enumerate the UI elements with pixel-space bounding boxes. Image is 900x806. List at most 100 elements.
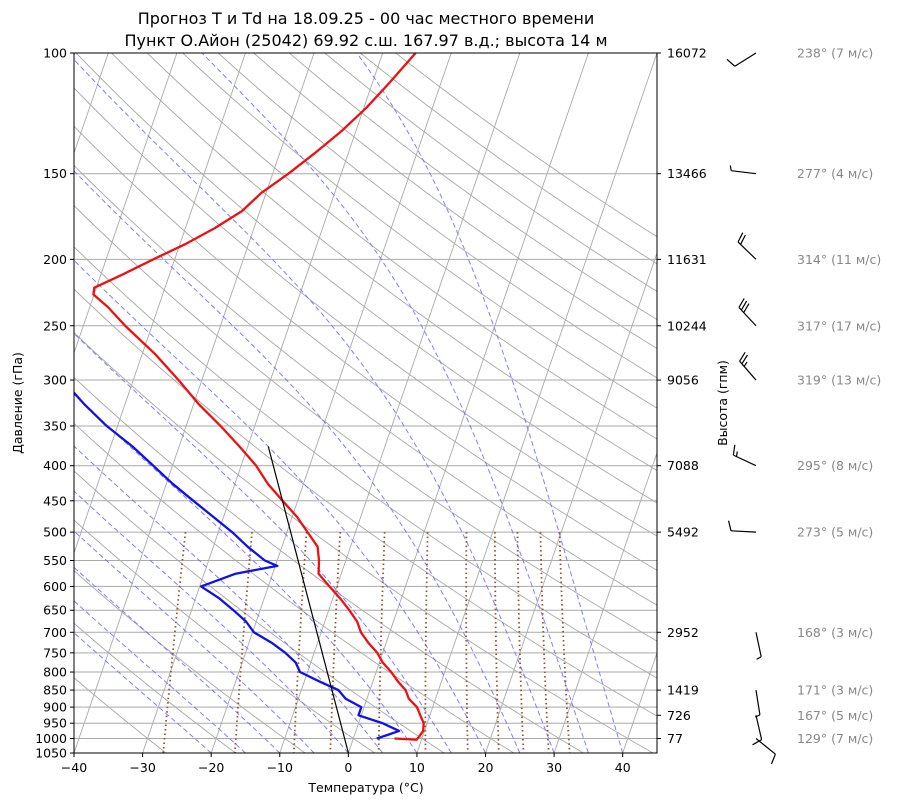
dry-adiabat xyxy=(395,53,657,238)
wind-barb-flag xyxy=(727,520,732,531)
dry-adiabat xyxy=(74,125,657,571)
height-tick-label: 10244 xyxy=(667,318,707,333)
mixing-ratio-line xyxy=(377,532,386,753)
temperature-profile xyxy=(92,53,425,741)
dewpoint-profile xyxy=(74,391,401,740)
dry-adiabat xyxy=(74,204,657,642)
moist-adiabat xyxy=(74,393,418,753)
moist-adiabat xyxy=(74,170,521,753)
wind-barb-shaft xyxy=(755,738,776,755)
x-axis-label: Температура (°C) xyxy=(307,780,423,795)
height-tick-label: 9056 xyxy=(667,373,699,388)
dry-adiabat xyxy=(74,519,375,753)
wind-barb-flag xyxy=(740,234,746,245)
wind-label: 277° (4 м/с) xyxy=(797,166,873,181)
y-tick-label: 650 xyxy=(43,603,67,618)
wind-barb-flag xyxy=(770,753,776,765)
mixing-ratio-line xyxy=(162,531,187,753)
moist-adiabat xyxy=(74,530,315,753)
dry-adiabat xyxy=(74,570,306,753)
wind-barb-half xyxy=(743,361,748,367)
wind-barb-shaft xyxy=(733,454,757,467)
dry-adiabat xyxy=(74,246,657,679)
wind-barb-shaft xyxy=(731,530,757,533)
wind-label: 273° (5 м/с) xyxy=(797,525,873,540)
wind-label: 171° (3 м/с) xyxy=(797,683,873,698)
mixing-ratio-line xyxy=(292,532,308,753)
dry-adiabat xyxy=(74,622,236,753)
wind-barb-flag xyxy=(741,354,748,365)
y-tick-label: 150 xyxy=(43,166,67,181)
dry-adiabat xyxy=(74,376,584,753)
y-tick-label: 200 xyxy=(43,252,67,267)
dry-adiabat xyxy=(146,53,657,440)
wind-label: 314° (11 м/с) xyxy=(797,252,881,267)
dry-adiabat xyxy=(360,53,657,265)
mixing-ratio-line xyxy=(493,532,500,753)
x-tick-label: −40 xyxy=(61,760,87,775)
x-tick-label: −30 xyxy=(129,760,155,775)
dry-adiabat xyxy=(289,53,657,321)
y-tick-label: 600 xyxy=(43,579,67,594)
moist-adiabat xyxy=(74,58,555,753)
moist-adiabat xyxy=(74,332,452,753)
y-tick-label: 1000 xyxy=(35,731,67,746)
background-lines xyxy=(74,53,657,753)
wind-barb-shaft xyxy=(731,170,757,175)
y-tick-label: 900 xyxy=(43,700,67,715)
dry-adiabat xyxy=(324,53,657,292)
mixing-ratio-line xyxy=(424,532,429,753)
x-tick-label: 10 xyxy=(409,760,425,775)
wind-barb-shaft xyxy=(739,360,757,381)
wind-barb-shaft xyxy=(755,689,761,715)
x-tick-label: 20 xyxy=(478,760,494,775)
dry-adiabat xyxy=(74,288,657,717)
wind-barb-half xyxy=(735,451,738,457)
height-tick-label: 77 xyxy=(667,731,683,746)
wind-barb-shaft xyxy=(734,52,757,67)
plot-area: −40 −30 −20 −10 0 10 20 30 40 100 150 200 250 300 350 4… xyxy=(35,46,707,776)
wind-label: 168° (3 м/с) xyxy=(797,625,873,640)
y-tick-label: 700 xyxy=(43,625,67,640)
y-tick-label: 550 xyxy=(43,553,67,568)
y-axis-right-label: Высота (гпм) xyxy=(715,360,730,446)
isotherm-line xyxy=(142,53,384,753)
wind-label: 319° (13 м/с) xyxy=(797,373,881,388)
height-tick-label: 16072 xyxy=(667,46,707,61)
moist-adiabat xyxy=(356,53,624,753)
x-tick-label: 30 xyxy=(546,760,562,775)
y-tick-label: 950 xyxy=(43,716,67,731)
dry-adiabat xyxy=(74,331,654,753)
wind-label: 317° (17 м/с) xyxy=(797,318,881,333)
y-tick-label: 850 xyxy=(43,683,67,698)
height-tick-label: 7088 xyxy=(667,458,699,473)
wind-barb-flag xyxy=(737,232,744,243)
moist-adiabat xyxy=(74,490,349,753)
wind-label: 167° (5 м/с) xyxy=(797,708,873,723)
wind-barb-flag xyxy=(726,58,736,67)
mixing-ratio-line xyxy=(329,532,342,753)
wind-barb-shaft xyxy=(755,715,763,740)
y-tick-label: 1050 xyxy=(35,746,67,761)
y-tick-label: 300 xyxy=(43,373,67,388)
dry-adiabat xyxy=(75,53,657,504)
y-tick-label: 400 xyxy=(43,458,67,473)
height-tick-label: 1419 xyxy=(667,683,699,698)
isotherm-line xyxy=(622,651,657,753)
wind-barb-half xyxy=(756,656,762,660)
moist-adiabat xyxy=(74,566,281,753)
x-tick-label: −10 xyxy=(267,760,293,775)
wind-barb-flag xyxy=(739,352,746,362)
y-tick-label: 750 xyxy=(43,645,67,660)
y-tick-label: 500 xyxy=(43,525,67,540)
x-tick-label: 0 xyxy=(344,760,352,775)
dry-adiabat xyxy=(74,164,657,606)
y-tick-label: 350 xyxy=(43,418,67,433)
isotherm-line xyxy=(347,53,589,753)
isotherm-line xyxy=(485,251,657,753)
y-tick-label: 250 xyxy=(43,318,67,333)
moist-adiabat xyxy=(74,600,246,753)
wind-barb-flag xyxy=(738,298,745,308)
height-tick-label: 726 xyxy=(667,708,691,723)
wind-label: 129° (7 м/с) xyxy=(797,731,873,746)
